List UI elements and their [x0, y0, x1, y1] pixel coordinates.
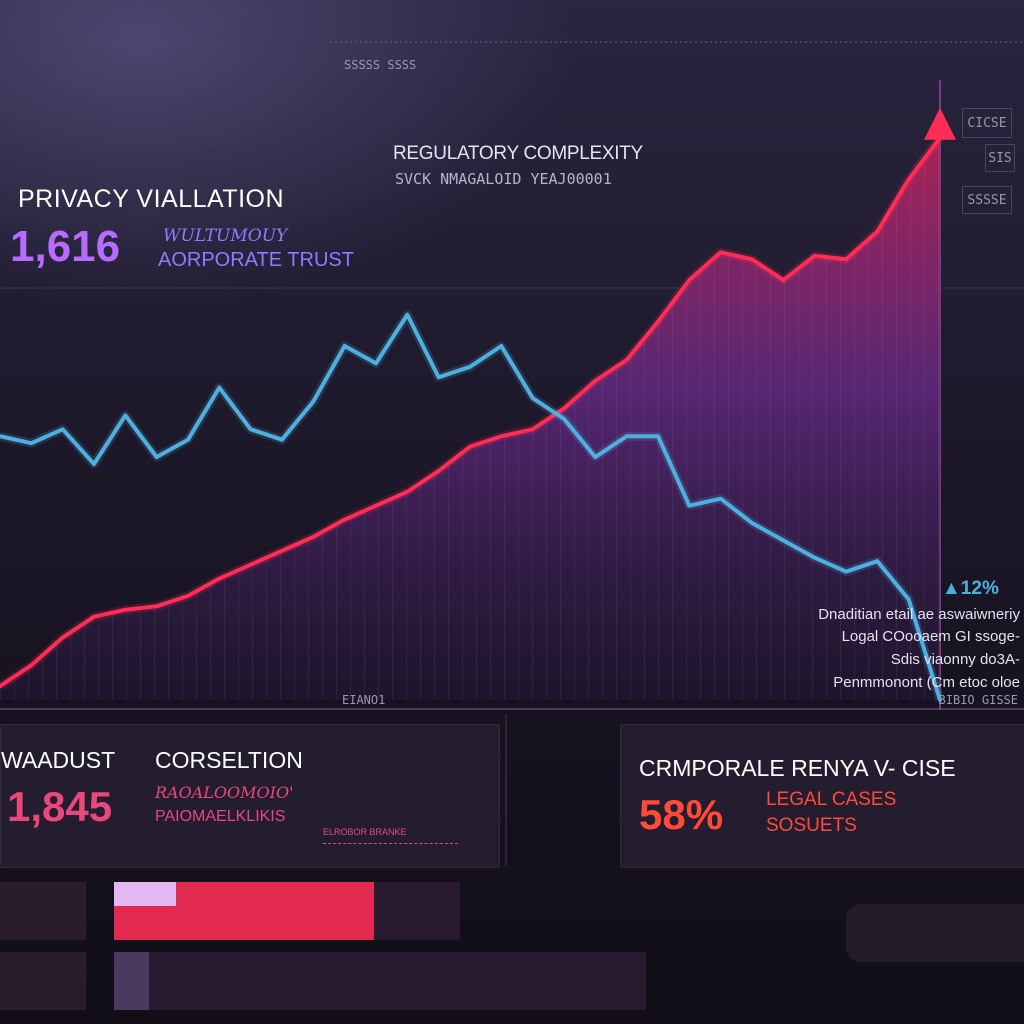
regulatory-subtitle: SVCK NMAGALOID YEAJ00001: [395, 170, 612, 188]
left-panel-sub2: PAIOMAELKLIKIS: [155, 808, 286, 825]
bar-b-stub: [0, 952, 86, 1010]
bar-b-track: [114, 952, 646, 1010]
right-panel-sub2: SOSUETS: [766, 815, 857, 836]
trend-arrow-icon: [924, 107, 956, 140]
x-axis-label: EIANO1: [342, 693, 386, 707]
privacy-sub1: WULTUMOUY: [163, 226, 288, 246]
privacy-value: 1,616: [10, 222, 121, 271]
privacy-sub2: AORPORATE TRUST: [158, 249, 354, 271]
bar-b-accent: [114, 952, 149, 1010]
series-1-line: [0, 312, 942, 702]
left-panel-title-a: WAADUST: [1, 747, 116, 773]
left-panel-value: 1,845: [7, 783, 113, 830]
right-box-1: CICSE: [962, 108, 1012, 138]
trend-chart: [0, 41, 1024, 710]
right-stat-panel: CRMPORALE RENYA V- CISE 58% LEGAL CASES …: [620, 724, 1024, 868]
series-area-stripes: [0, 137, 940, 700]
left-panel-title-b: CORSELTION: [155, 747, 303, 773]
callout-line-1: Dnaditian etail ae aswaiwneriy: [818, 606, 1020, 623]
decorative-pill: [846, 904, 1024, 962]
callout-line-2: Logal COooaem GI ssoge-: [841, 628, 1020, 645]
right-box-2: SIS: [985, 144, 1015, 172]
regulatory-title: REGULATORY COMPLEXITY: [393, 143, 643, 164]
callout-line-4: Penmmonont (Cm etoc oloe: [833, 674, 1020, 691]
bar-a-stub: [0, 882, 86, 940]
left-stat-panel: WAADUST CORSELTION 1,845 RAOALOOMOIO' PA…: [0, 724, 500, 868]
right-panel-title: CRMPORALE RENYA V- CISE: [639, 755, 956, 781]
callout-line-3: Sdis viaonny do3A-: [890, 651, 1020, 668]
bar-a-track: [114, 882, 460, 940]
left-panel-sub1: RAOALOOMOIO': [155, 783, 294, 802]
callout-tail: BIBIO GISSE: [938, 693, 1018, 707]
top-code-label: SSSSS SSSS: [344, 58, 417, 72]
right-panel-value: 58%: [639, 791, 724, 838]
panel-divider: [505, 714, 507, 866]
right-panel-sub1: LEGAL CASES: [766, 789, 897, 810]
bar-a-accent: [114, 882, 177, 906]
callout-value: ▲12%: [942, 578, 999, 599]
series-0-line: [0, 135, 942, 689]
right-box-3: SSSSE: [962, 186, 1012, 214]
left-panel-tag: ELROBOR BRANKE: [323, 827, 458, 844]
privacy-title: PRIVACY VIALLATION: [18, 185, 285, 213]
